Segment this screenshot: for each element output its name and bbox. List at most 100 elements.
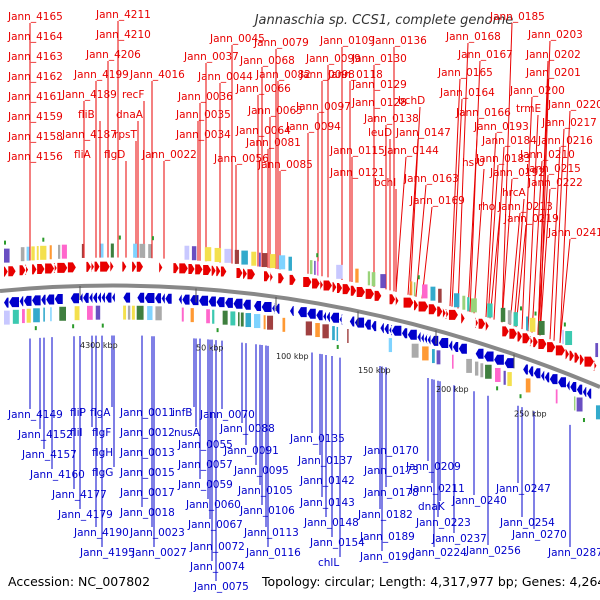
reverse-gene-arrow [544, 372, 550, 383]
reverse-gene-arrow [576, 384, 583, 395]
gene-feature-block [4, 248, 10, 263]
forward-gene-arrow [264, 271, 270, 282]
reverse-gene-arrow [41, 294, 46, 305]
reverse-gene-arrow [46, 294, 55, 305]
gene-feature-block [222, 310, 228, 325]
reverse-gene-arrow [275, 303, 280, 314]
forward-gene-label: Jann_0193 [473, 121, 529, 133]
forward-gene-arrow [389, 294, 396, 305]
gene-feature-block [36, 246, 39, 261]
forward-gene-arrow [243, 268, 247, 279]
feature-marker [519, 306, 522, 311]
reverse-gene-label: Jann_4195 [79, 547, 135, 559]
forward-gene-label: Jann_0215 [525, 163, 581, 175]
reverse-gene-arrow [504, 358, 514, 369]
reverse-gene-label: Jann_4190 [73, 527, 129, 539]
forward-gene-label: Jann_0183 [475, 153, 531, 165]
scale-tick-label: 4300 kbp [80, 341, 118, 350]
forward-gene-arrow [522, 333, 530, 344]
forward-gene-label: Jann_0164 [439, 87, 495, 99]
forward-gene-label: Jann_0219 [503, 213, 559, 225]
reverse-gene-arrow [494, 354, 504, 365]
gene-feature-block [61, 244, 67, 259]
gene-feature-block [410, 281, 413, 296]
gene-feature-block [467, 297, 470, 312]
forward-gene-arrow [374, 290, 382, 301]
forward-gene-arrow [475, 317, 479, 328]
forward-gene-arrow [478, 318, 486, 329]
forward-label-connector [501, 22, 513, 323]
gene-feature-block [238, 312, 240, 327]
forward-gene-arrow [90, 261, 94, 272]
forward-gene-label: Jann_0169 [409, 195, 465, 207]
gene-feature-block [474, 361, 479, 376]
gene-feature-block [347, 329, 349, 344]
forward-label-connector [549, 146, 561, 340]
gene-feature-block [438, 288, 442, 303]
forward-label-connector [473, 168, 485, 314]
forward-gene-arrow [437, 306, 443, 317]
forward-label-connector [539, 188, 551, 336]
gene-feature-block [436, 350, 441, 365]
forward-gene-arrow [53, 262, 57, 273]
forward-gene-label: Jann_0200 [509, 85, 565, 97]
reverse-gene-arrow [4, 297, 9, 308]
reverse-gene-label: flgF [92, 427, 111, 439]
gene-feature-block [322, 324, 329, 339]
gene-feature-block [184, 245, 190, 260]
forward-gene-arrow [584, 356, 594, 367]
forward-label-connector [469, 60, 481, 313]
reverse-gene-label: infB [172, 407, 192, 419]
gene-feature-block [263, 315, 266, 330]
forward-gene-arrow [448, 309, 458, 320]
reverse-gene-label: Jann_0254 [499, 517, 555, 529]
gene-feature-block [422, 284, 428, 299]
reverse-gene-arrow [137, 292, 145, 303]
forward-gene-arrow [203, 265, 212, 276]
gene-feature-block [127, 305, 131, 320]
gene-feature-block [95, 305, 101, 320]
gene-feature-block [336, 264, 343, 279]
gene-feature-block [413, 282, 416, 297]
gene-feature-block [31, 246, 35, 261]
gene-feature-block [26, 246, 30, 261]
forward-label-connector [485, 132, 497, 318]
gene-feature-block [315, 323, 320, 338]
gene-feature-block [487, 303, 493, 318]
forward-gene-arrow [509, 328, 517, 339]
forward-gene-arrow [236, 268, 243, 279]
gene-feature-block [525, 378, 531, 393]
reverse-gene-arrow [54, 293, 63, 304]
forward-gene-arrow [565, 349, 569, 360]
forward-gene-label: Jann_0064 [235, 125, 291, 137]
reverse-gene-arrow [475, 348, 484, 359]
forward-gene-arrow [247, 269, 255, 280]
reverse-gene-label: Jann_0211 [409, 483, 465, 495]
gene-feature-block [507, 372, 512, 387]
reverse-gene-arrow [144, 292, 155, 303]
forward-label-connector [537, 78, 549, 335]
forward-label-connector [467, 118, 479, 312]
gene-feature-block [309, 260, 313, 275]
genome-summary: Topology: circular; Length: 4,317,977 bp… [262, 574, 600, 589]
forward-label-connector [515, 224, 527, 328]
forward-gene-label: Jann_0184 [481, 135, 537, 147]
forward-gene-label: Jann_0203 [527, 29, 583, 41]
feature-marker [101, 323, 104, 328]
reverse-gene-label: Jann_0170 [363, 445, 419, 457]
reverse-gene-arrow [458, 343, 467, 354]
gene-feature-block [206, 309, 210, 324]
reverse-gene-label: Jann_0017 [119, 487, 175, 499]
gene-feature-block [204, 247, 212, 262]
reverse-gene-label: nusA [174, 427, 201, 439]
gene-feature-block [471, 298, 477, 313]
forward-gene-label: Jann_0192 [489, 167, 545, 179]
gene-tracks [4, 235, 600, 423]
forward-gene-label: rho [478, 201, 495, 213]
gene-feature-block [576, 397, 583, 412]
reverse-gene-label: Jann_0023 [129, 527, 185, 539]
forward-gene-label: Jann_0144 [383, 145, 439, 157]
forward-gene-label: Jann_4187 [61, 129, 117, 141]
reverse-gene-arrow [112, 292, 116, 303]
